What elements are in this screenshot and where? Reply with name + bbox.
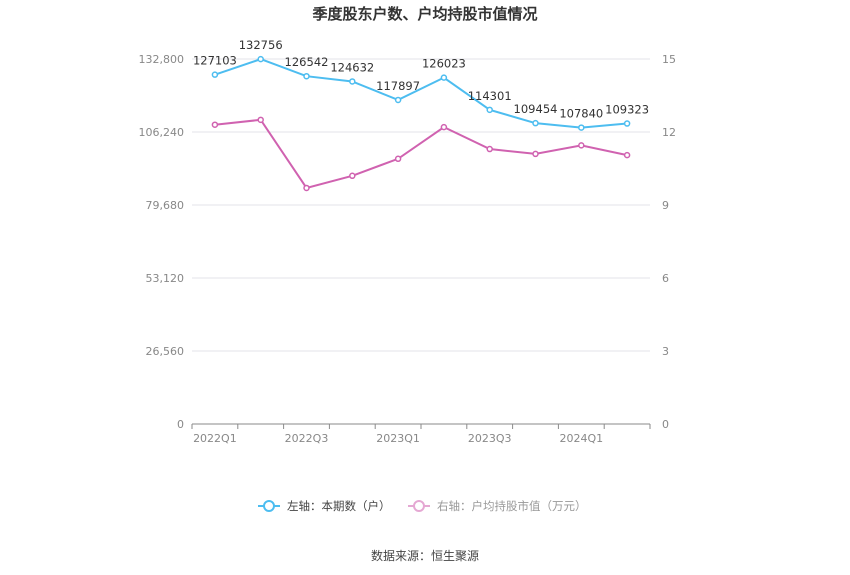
data-label: 109323 [605, 103, 649, 117]
right-tick-label: 12 [662, 126, 676, 139]
grid [192, 58, 650, 352]
right-tick-label: 6 [662, 272, 669, 285]
legend-label: 右轴：户均持股市值（万元） [437, 499, 587, 513]
left-tick-label: 0 [177, 418, 184, 431]
x-tick-label: 2023Q3 [468, 432, 512, 445]
data-label: 114301 [468, 89, 512, 103]
x-tick-label: 2023Q1 [376, 432, 420, 445]
series-line-right [214, 118, 628, 190]
left-tick-label: 26,560 [146, 345, 185, 358]
data-label: 124632 [330, 60, 374, 74]
legend: 左轴：本期数（户） 右轴：户均持股市值（万元） [258, 499, 587, 513]
data-point [532, 119, 539, 127]
data-point [623, 120, 631, 127]
data-point [486, 145, 493, 153]
source-note: 数据来源：恒生聚源 [371, 548, 479, 563]
x-tick-label: 2024Q1 [559, 432, 603, 445]
data-label: 126023 [422, 57, 466, 71]
data-point [578, 124, 585, 131]
data-label: 126542 [285, 55, 329, 69]
data-point [211, 121, 219, 128]
right-tick-label: 0 [662, 418, 669, 431]
legend-label: 左轴：本期数（户） [287, 499, 391, 513]
data-label: 132756 [239, 38, 283, 52]
legend-swatch-marker [263, 500, 275, 512]
data-label: 107840 [559, 107, 603, 121]
legend-swatch-marker [413, 500, 425, 512]
data-point [440, 74, 448, 81]
left-tick-label: 132,800 [139, 53, 185, 66]
right-tick-label: 3 [662, 345, 669, 358]
data-point [394, 155, 402, 163]
data-label: 117897 [376, 79, 420, 93]
data-label: 109454 [514, 102, 558, 116]
chart-title: 季度股东户数、户均持股市值情况 [312, 5, 537, 23]
data-point [349, 78, 356, 85]
data-label: 127103 [193, 54, 237, 68]
data-point [486, 106, 493, 114]
axes: 0 26,560 53,120 79,680 106,240 132,800 0 3 6 9 12 1… [139, 53, 677, 445]
data-point [257, 55, 264, 63]
data-point [303, 72, 310, 80]
legend-item[interactable]: 右轴：户均持股市值（万元） [408, 499, 587, 513]
legend-item[interactable]: 左轴：本期数（户） [258, 499, 391, 513]
left-tick-label: 53,120 [146, 272, 185, 285]
data-point [532, 150, 539, 158]
data-point [211, 71, 219, 78]
series-line-left [214, 58, 628, 129]
data-point [578, 142, 585, 149]
left-tick-label: 106,240 [139, 126, 185, 139]
data-point [257, 116, 264, 124]
data-point [394, 96, 402, 104]
x-tick-label: 2022Q1 [193, 432, 237, 445]
right-tick-label: 15 [662, 53, 676, 66]
x-tick-label: 2022Q3 [285, 432, 329, 445]
data-point [303, 184, 310, 192]
data-point [349, 172, 356, 180]
data-point [623, 151, 631, 159]
right-tick-label: 9 [662, 199, 669, 212]
data-point [440, 123, 448, 131]
left-tick-label: 79,680 [146, 199, 185, 212]
